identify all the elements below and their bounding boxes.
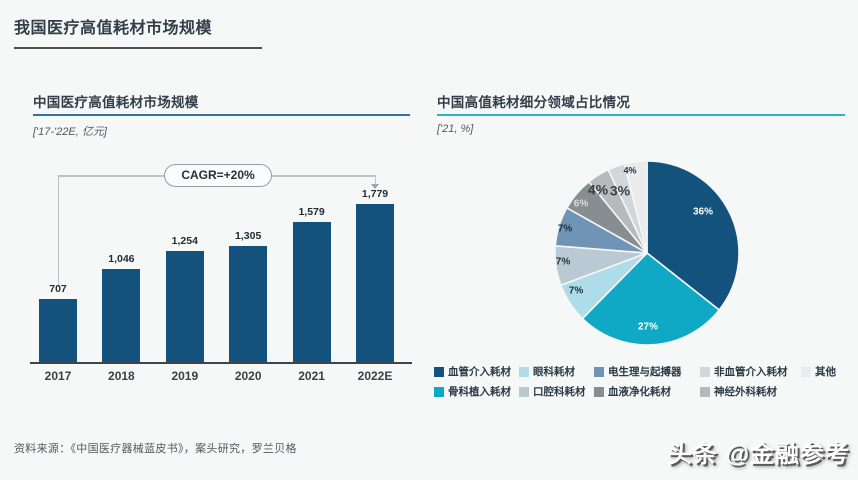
legend-label: 眼科耗材 [533,366,575,378]
pie-slice-label: 6% [574,199,589,210]
pie-slice-label: 7% [556,257,571,268]
legend-item-血管介入耗材: 血管介入耗材 [434,364,519,379]
legend-swatch [434,366,444,377]
bar-2018 [102,269,141,362]
legend-item-眼科耗材: 眼科耗材 [519,364,594,379]
pie-slice-骨科植入耗材 [581,252,720,346]
legend-swatch [700,386,710,397]
bar-value-label: 1,579 [298,206,325,218]
x-axis-tick-label: 2019 [171,369,199,383]
legend-label: 血管介入耗材 [448,366,511,378]
bar-2020 [229,246,268,362]
x-axis-tick-label: 2021 [298,369,325,383]
legend-label: 电生理与起搏器 [608,366,682,378]
legend-item-其他: 其他 [801,364,854,379]
pie-legend: 血管介入耗材 眼科耗材 电生理与起搏器 非血管介入耗材 其他骨科植入耗材 口腔科耗材 血液净… [434,364,854,399]
arrow-down-icon [371,184,379,189]
pie-chart-subtitle: ['21, %] [437,123,474,135]
bar-value-label: 1,779 [361,188,389,200]
bar-value-label: 707 [49,283,67,295]
x-axis-line [30,362,412,364]
bar-value-label: 1,305 [235,230,262,242]
legend-swatch [594,386,604,397]
legend-swatch [519,366,529,377]
bar-value-label: 1,046 [108,253,135,265]
legend-item-非血管介入耗材: 非血管介入耗材 [700,364,801,379]
bar-chart-title-underline [33,114,410,116]
x-axis-tick-label: 2022E [357,369,393,383]
pie-slice-label: 3% [610,183,631,199]
pie-slice-label: 7% [558,224,573,235]
page-title: 我国医疗高值耗材市场规模 [14,20,213,37]
title-divider [14,47,262,49]
legend-item-骨科植入耗材: 骨科植入耗材 [434,384,519,399]
legend-swatch [519,386,529,397]
legend-label: 口腔科耗材 [533,386,586,398]
legend-label: 其他 [815,366,836,378]
legend-swatch [434,386,444,397]
pie-slice-label: 4% [623,165,636,175]
pie-slice-其他 [623,160,648,254]
legend-item-电生理与起搏器: 电生理与起搏器 [594,364,700,379]
legend-swatch [801,366,811,377]
bar-value-label: 1,254 [171,235,198,247]
bar-chart-subtitle: ['17-'22E, 亿元] [33,126,107,138]
bar-2022E [356,204,394,362]
legend-item-神经外科耗材: 神经外科耗材 [700,384,801,399]
pie-slice-label: 7% [569,286,584,297]
bar-chart: CAGR=+20% 707 2017 1,046 2018 1,254 2019 1,305… [30,150,412,390]
watermark: 头条 @金融参考 [667,441,850,468]
pie-chart-title: 中国高值耗材细分领域占比情况 [437,95,631,110]
legend-label: 骨科植入耗材 [448,386,511,398]
cagr-bracket-left-line [57,175,59,287]
cagr-annotation: CAGR=+20% [164,164,272,187]
bar-2017 [39,299,77,362]
legend-item-口腔科耗材: 口腔科耗材 [519,384,594,399]
bar-2019 [165,251,204,362]
cagr-bracket-arrow-stem [374,175,376,184]
legend-label: 神经外科耗材 [714,386,777,398]
x-axis-tick-label: 2017 [44,369,72,383]
bar-2021 [292,222,331,362]
x-axis-tick-label: 2020 [234,369,262,383]
bar-chart-title: 中国医疗高值耗材市场规模 [33,95,199,110]
pie-slice-label: 4% [588,182,609,198]
pie-slice-label: 36% [693,207,713,218]
legend-swatch [700,366,710,377]
x-axis-tick-label: 2018 [108,369,135,383]
legend-item-血液净化耗材: 血液净化耗材 [594,384,700,399]
pie-slice-label: 27% [638,322,658,333]
source-note: 资料来源：《中国医疗器械蓝皮书》，案头研究，罗兰贝格 [14,443,297,455]
legend-label: 非血管介入耗材 [714,366,788,378]
pie-chart-title-underline [437,114,845,116]
pie-slice-血管介入耗材 [646,160,740,311]
pie-chart: 36%27%7%7%7%6%4% 3%4% [554,160,740,346]
legend-label: 血液净化耗材 [608,386,671,398]
legend-swatch [594,366,604,377]
